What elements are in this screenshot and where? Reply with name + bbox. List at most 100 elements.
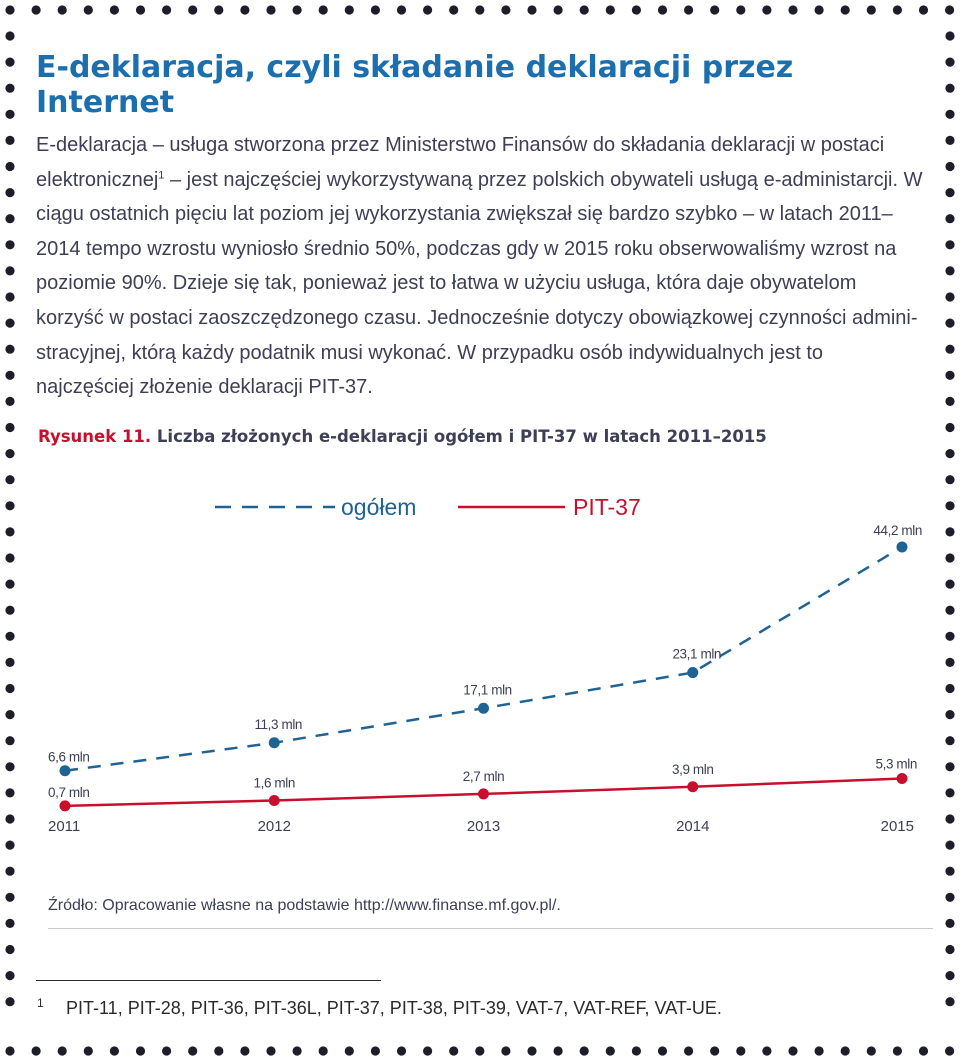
frame-dot [788, 1046, 798, 1056]
data-point-ogolem [896, 541, 908, 553]
frame-dot [5, 344, 15, 354]
footnote-mark: 1 [37, 996, 44, 1010]
frame-dot [31, 1046, 41, 1056]
frame-dot [5, 31, 15, 41]
frame-dot [527, 1046, 537, 1056]
frame-dot [5, 788, 15, 798]
paragraph-text-end: – jest najczęściej wykorzystywaną przez … [36, 168, 923, 399]
frame-dot [945, 135, 955, 145]
frame-dot [945, 840, 955, 850]
frame-dot [5, 579, 15, 589]
frame-dot [5, 683, 15, 694]
frame-dot [579, 5, 589, 15]
frame-dot [945, 31, 955, 41]
frame-dot [162, 1046, 172, 1056]
data-label-ogolem: 6,6 mln [48, 750, 89, 765]
frame-dot [5, 866, 15, 876]
frame-dot [945, 657, 955, 668]
frame-dot [892, 1046, 903, 1056]
frame-dot [31, 5, 41, 15]
data-label-pit37: 1,6 mln [254, 775, 295, 790]
frame-dot [579, 1046, 589, 1056]
frame-dot [5, 57, 15, 67]
frame-dot [945, 109, 955, 119]
frame-dot [5, 188, 15, 198]
frame-dot [866, 1046, 876, 1056]
frame-dot [945, 214, 955, 224]
frame-dot [475, 5, 485, 15]
frame-dot [945, 422, 955, 433]
frame-dot [5, 736, 15, 746]
frame-dot [292, 5, 302, 15]
footnote-divider [36, 980, 381, 981]
page-title: E-deklaracja, czyli składanie deklaracji… [36, 50, 794, 120]
frame-dot [318, 5, 328, 15]
frame-dot [5, 710, 15, 720]
frame-dot [162, 5, 172, 15]
footnote-reference: 1 [158, 168, 165, 181]
frame-dot [945, 1046, 955, 1056]
frame-dot [5, 214, 15, 224]
frame-dot [5, 449, 15, 459]
paragraph-text-start: E-deklaracja – usługa stworzona przez Mi… [36, 134, 885, 191]
frame-dot [945, 892, 955, 902]
frame-dot [736, 1046, 746, 1056]
frame-dot [553, 5, 563, 15]
frame-dot [83, 5, 93, 15]
frame-dot [135, 1046, 146, 1056]
frame-dot [57, 1046, 67, 1056]
frame-dot [5, 318, 15, 328]
frame-dot [553, 1046, 563, 1056]
frame-dot [945, 188, 955, 198]
frame-dot [605, 1046, 615, 1056]
frame-dot [188, 5, 198, 15]
frame-dot [945, 318, 955, 328]
frame-dot [945, 736, 955, 746]
x-tick-label: 2013 [467, 818, 500, 835]
frame-dot [5, 918, 15, 929]
frame-dot [840, 5, 850, 15]
frame-dot [5, 292, 15, 302]
frame-dot [945, 161, 955, 172]
frame-dot [945, 605, 955, 615]
frame-dot [762, 1046, 772, 1056]
line-chart: ogółem PIT-37 6,6 mln 11,3 mln 17,1 mln 23,1 … [48, 494, 922, 835]
frame-dot [814, 1046, 824, 1056]
frame-dot [605, 5, 615, 15]
frame-dot [5, 422, 15, 433]
frame-dot [109, 1046, 119, 1056]
frame-dot [396, 5, 407, 15]
frame-dot [5, 161, 15, 172]
x-tick-label: 2015 [881, 818, 914, 835]
figure-caption: Rysunek 11. Liczba złożonych e-deklaracj… [38, 427, 928, 446]
frame-dot [840, 1046, 850, 1056]
frame-dot [710, 1046, 720, 1056]
frame-dot [5, 527, 15, 537]
frame-dot [918, 5, 929, 15]
data-point-pit37 [268, 794, 280, 806]
data-label-ogolem: 11,3 mln [254, 717, 302, 732]
frame-dot [5, 370, 15, 380]
data-label-ogolem: 23,1 mln [672, 647, 721, 662]
frame-dot [945, 631, 955, 641]
frame-dot [736, 5, 746, 15]
frame-dot [5, 840, 15, 850]
frame-dot [5, 475, 15, 485]
frame-dot [449, 1046, 459, 1056]
frame-dot [5, 892, 15, 902]
x-tick-label: 2014 [676, 818, 709, 835]
frame-dot [762, 5, 772, 15]
frame-dot [945, 997, 955, 1007]
frame-dot [423, 1046, 433, 1056]
data-point-ogolem [59, 765, 71, 777]
frame-dot [5, 501, 15, 511]
frame-dot [945, 370, 955, 380]
frame-dot [292, 1046, 302, 1056]
frame-dot [945, 266, 955, 276]
legend-label-pit37: PIT-37 [573, 494, 641, 520]
frame-dot [892, 5, 903, 15]
frame-dot [945, 449, 955, 459]
frame-dot [527, 5, 537, 15]
x-tick-label: 2012 [258, 818, 291, 835]
footnote-text: PIT-11, PIT-28, PIT-36, PIT-36L, PIT-37,… [66, 998, 722, 1018]
